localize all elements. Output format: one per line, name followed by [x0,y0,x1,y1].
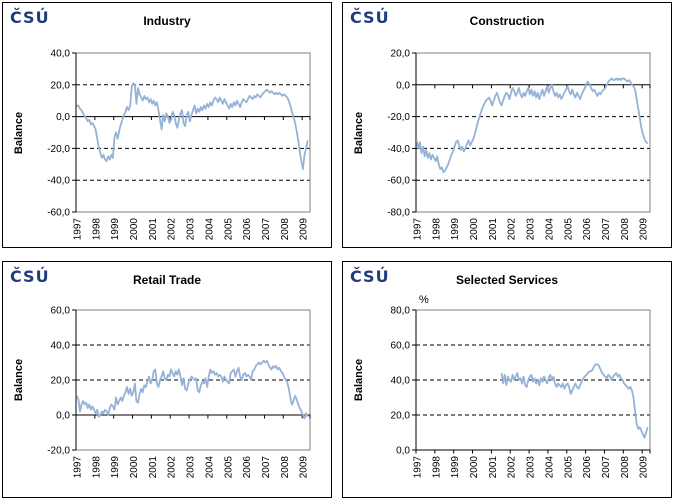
svg-text:2007: 2007 [261,218,272,241]
svg-text:2007: 2007 [601,218,612,241]
svg-text:1998: 1998 [431,218,442,241]
svg-text:2009: 2009 [299,218,310,241]
svg-text:2009: 2009 [639,456,650,479]
svg-text:2004: 2004 [544,456,555,479]
svg-text:60,0: 60,0 [51,306,71,317]
svg-text:1998: 1998 [91,456,102,479]
svg-text:2002: 2002 [507,456,518,479]
svg-text:2000: 2000 [129,456,140,479]
svg-text:2003: 2003 [526,218,537,241]
svg-text:2007: 2007 [601,456,612,479]
svg-text:2008: 2008 [620,456,631,479]
svg-text:1997: 1997 [413,456,424,479]
svg-text:-60,0: -60,0 [387,176,410,187]
svg-text:-20,0: -20,0 [47,446,70,457]
svg-text:1999: 1999 [110,456,121,479]
svg-text:1998: 1998 [431,456,442,479]
svg-text:0,0: 0,0 [396,80,410,91]
svg-text:1999: 1999 [110,218,121,241]
svg-text:20,0: 20,0 [391,411,411,422]
chart-title-construction: Construction [469,14,545,28]
csu-logo: ČSÚ [350,8,390,27]
svg-text:2002: 2002 [167,218,178,241]
svg-text:40,0: 40,0 [51,49,71,60]
svg-text:2003: 2003 [186,218,197,241]
svg-text:2001: 2001 [488,218,499,241]
svg-text:1997: 1997 [413,218,424,241]
svg-text:80,0: 80,0 [391,306,411,317]
svg-text:-20,0: -20,0 [387,112,410,123]
svg-text:60,0: 60,0 [391,341,411,352]
svg-text:2005: 2005 [563,456,574,479]
svg-text:2001: 2001 [148,218,159,241]
csu-logo: ČSÚ [10,8,50,27]
svg-text:2009: 2009 [299,456,310,479]
svg-text:2006: 2006 [582,218,593,241]
svg-text:20,0: 20,0 [51,376,71,387]
svg-text:2000: 2000 [129,218,140,241]
svg-text:2000: 2000 [469,456,480,479]
svg-text:-20,0: -20,0 [47,144,70,155]
svg-text:2006: 2006 [242,218,253,241]
y-axis-unit-percent: % [419,294,429,306]
svg-text:2001: 2001 [488,456,499,479]
svg-text:1999: 1999 [450,218,461,241]
svg-text:2006: 2006 [582,456,593,479]
svg-text:2003: 2003 [526,456,537,479]
svg-text:20,0: 20,0 [51,80,71,91]
svg-text:1997: 1997 [73,218,84,241]
chart-title-industry: Industry [143,14,191,28]
svg-text:2002: 2002 [167,456,178,479]
svg-text:2004: 2004 [544,218,555,241]
svg-text:0,0: 0,0 [396,446,410,457]
svg-text:20,0: 20,0 [391,49,411,60]
svg-text:2005: 2005 [223,456,234,479]
svg-text:2002: 2002 [507,218,518,241]
panel-industry: ČSÚ Industry Balance 40,0 20,0 0,0 -20,0 -40… [2,2,332,248]
svg-text:1998: 1998 [91,218,102,241]
svg-text:1997: 1997 [73,456,84,479]
svg-text:2005: 2005 [563,218,574,241]
svg-text:2008: 2008 [620,218,631,241]
svg-text:2006: 2006 [242,456,253,479]
svg-text:-60,0: -60,0 [47,208,70,219]
svg-text:2003: 2003 [186,456,197,479]
svg-text:2008: 2008 [280,218,291,241]
svg-text:2004: 2004 [204,218,215,241]
panel-retail-trade: ČSÚ Retail Trade Balance 60,0 40,0 20,0 0,0… [2,261,332,498]
svg-text:2004: 2004 [204,456,215,479]
svg-text:2000: 2000 [469,218,480,241]
svg-text:1999: 1999 [450,456,461,479]
svg-text:-40,0: -40,0 [387,144,410,155]
panel-construction: ČSÚ Construction Balance 20,0 0,0 -20,0 -40… [342,2,672,248]
svg-text:2007: 2007 [261,456,272,479]
chart-title-retail-trade: Retail Trade [132,273,202,287]
svg-text:2008: 2008 [280,456,291,479]
svg-text:-40,0: -40,0 [47,176,70,187]
svg-text:-80,0: -80,0 [387,208,410,219]
csu-logo: ČSÚ [350,267,390,286]
svg-text:40,0: 40,0 [51,341,71,352]
svg-text:2001: 2001 [148,456,159,479]
panel-selected-services: ČSÚ Selected Services Balance % 80,0 60,0… [342,261,672,498]
svg-text:2005: 2005 [223,218,234,241]
svg-text:2009: 2009 [639,218,650,241]
csu-logo: ČSÚ [10,267,50,286]
svg-text:40,0: 40,0 [391,376,411,387]
chart-title-selected-services: Selected Services [455,273,559,287]
svg-text:0,0: 0,0 [56,112,70,123]
svg-text:0,0: 0,0 [56,411,70,422]
